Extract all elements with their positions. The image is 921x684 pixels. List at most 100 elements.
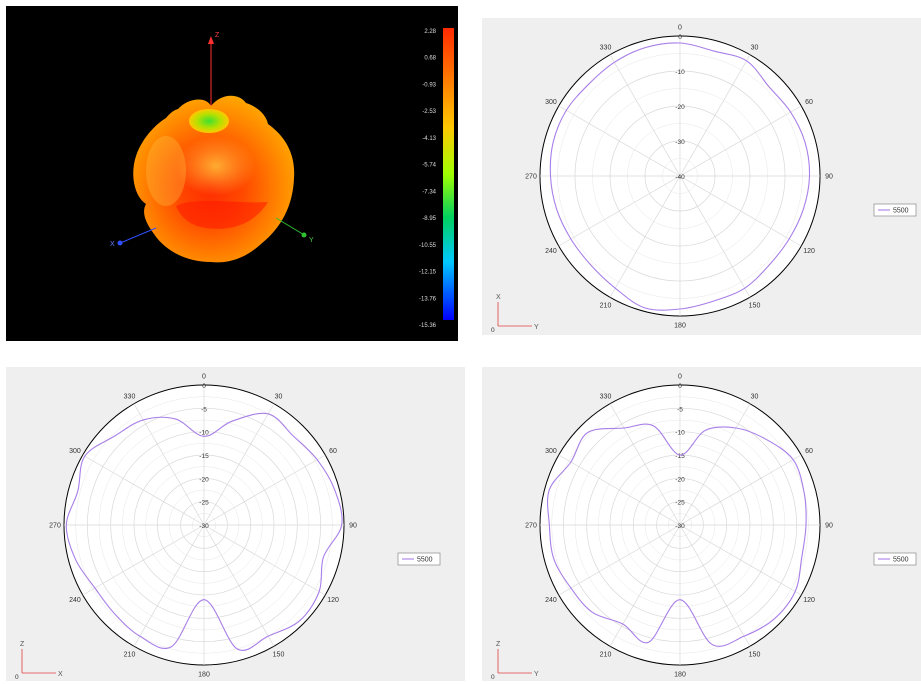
polar-angle-label: 210 xyxy=(600,303,612,310)
polar-radial-tick-label: -15 xyxy=(675,453,685,460)
polar-angle-label: 90 xyxy=(349,523,357,530)
colorbar-tick-label: -2.53 xyxy=(422,109,436,115)
polar-radial-tick-label: -5 xyxy=(677,406,683,413)
polar-radial-tick-label: -30 xyxy=(675,523,685,530)
legend-label: 5500 xyxy=(417,557,433,564)
polar-chart-zy: 0 30 60 90 120 150 180 210 240 270 300 330 0 -5 -10 -15… xyxy=(491,374,917,681)
polar-grid-spoke xyxy=(203,403,275,526)
polar-grid-spoke xyxy=(82,524,205,596)
polar-angle-label: 240 xyxy=(545,597,557,604)
3d-pattern-panel: Z X Y 2.28 0.68 -0.93 -2.53 -4.13 -5.74 -7.34 -… xyxy=(6,6,458,341)
colorbar xyxy=(443,28,454,320)
3d-blob-highlight xyxy=(176,136,256,196)
polar-angle-label: 180 xyxy=(198,672,210,679)
polar-angle-label: 120 xyxy=(803,597,815,604)
legend-box xyxy=(873,203,917,217)
axis-indicator: Z Y 0 xyxy=(491,641,539,681)
legend-label: 5500 xyxy=(893,557,909,564)
colorbar-tick-label: -10.55 xyxy=(419,243,437,249)
polar-radial-tick-label: -10 xyxy=(675,69,685,76)
colorbar-tick-label: -8.95 xyxy=(422,216,436,222)
polar-grid-spoke xyxy=(203,454,326,526)
polar-grid-spoke xyxy=(679,524,751,647)
axis-indicator: Z X 0 xyxy=(15,641,63,681)
polar-chart-panel-zx: 0 30 60 90 120 150 180 210 240 270 300 330 0 -5 -10 -15… xyxy=(6,367,465,681)
3d-blob-top-lobe xyxy=(189,109,229,133)
polar-radial-tick-label: 0 xyxy=(678,34,682,41)
polar-angle-label: 270 xyxy=(525,523,537,530)
polar-grid-spoke xyxy=(679,403,751,526)
polar-series-line xyxy=(546,423,807,647)
polar-chart-xy: 0 30 60 90 120 150 180 210 240 270 300 330 0 -10 -20 -3… xyxy=(491,25,917,334)
polar-grid-spoke xyxy=(558,175,681,247)
polar-angle-label: 0 xyxy=(678,25,682,32)
legend-box xyxy=(397,552,441,566)
polar-angle-label: 60 xyxy=(805,99,813,106)
polar-angle-label: 30 xyxy=(751,44,759,51)
polar-angle-label: 210 xyxy=(124,652,136,659)
polar-grid-spoke xyxy=(609,524,681,647)
polar-angle-label: 120 xyxy=(803,248,815,255)
polar-angle-label: 210 xyxy=(600,652,612,659)
polar-grid-spoke xyxy=(609,54,681,177)
axis-indicator-origin-label: 0 xyxy=(15,674,19,681)
axis-indicator-origin-label: 0 xyxy=(491,674,495,681)
legend: 5500 xyxy=(873,552,917,566)
polar-grid-spoke xyxy=(679,524,802,596)
polar-grid-spoke xyxy=(609,403,681,526)
polar-angle-label: 30 xyxy=(275,393,283,400)
colorbar-tick-label: -5.74 xyxy=(422,163,436,169)
polar-angle-label: 180 xyxy=(674,672,686,679)
3d-blob-side-highlight xyxy=(146,136,186,206)
polar-angle-label: 300 xyxy=(545,448,557,455)
polar-grid-spoke xyxy=(679,54,751,177)
z-axis-arrow xyxy=(208,36,214,44)
polar-chart-zx: 0 30 60 90 120 150 180 210 240 270 300 330 0 -5 -10 -15… xyxy=(15,374,441,681)
axis-indicator-origin-label: 0 xyxy=(491,327,495,334)
legend: 5500 xyxy=(397,552,441,566)
polar-grid-spoke xyxy=(679,175,802,247)
polar-radial-tick-label: -25 xyxy=(199,500,209,507)
colorbar-tick-label: 2.28 xyxy=(424,29,436,35)
polar-grid-spoke xyxy=(82,454,205,526)
polar-angle-label: 300 xyxy=(545,99,557,106)
colorbar-tick-label: -7.34 xyxy=(422,189,436,195)
y-axis-label: Y xyxy=(309,237,314,244)
polar-grid-spoke xyxy=(133,403,205,526)
polar-angle-label: 330 xyxy=(124,393,136,400)
colorbar-tick-label: -15.36 xyxy=(419,323,437,329)
polar-angle-label: 270 xyxy=(525,174,537,181)
polar-radial-tick-label: -20 xyxy=(199,476,209,483)
polar-angle-label: 0 xyxy=(202,374,206,381)
polar-radial-tick-label: -10 xyxy=(199,430,209,437)
polar-series-line xyxy=(549,42,811,311)
polar-grid-spoke xyxy=(133,524,205,647)
x-axis-line xyxy=(117,227,157,245)
polar-chart-panel-xy: 0 30 60 90 120 150 180 210 240 270 300 330 0 -10 -20 -3… xyxy=(482,18,921,335)
polar-radial-tick-label: 0 xyxy=(678,383,682,390)
polar-radial-tick-label: -25 xyxy=(675,500,685,507)
polar-angle-label: 180 xyxy=(674,323,686,330)
polar-angle-label: 60 xyxy=(329,448,337,455)
polar-grid-spoke xyxy=(203,524,326,596)
polar-radial-tick-label: -30 xyxy=(675,139,685,146)
polar-radial-tick-label: -30 xyxy=(199,523,209,530)
colorbar-tick-label: -13.76 xyxy=(419,296,437,302)
polar-angle-label: 300 xyxy=(69,448,81,455)
polar-grid-spoke xyxy=(679,454,802,526)
axis-indicator-horizontal-label: X xyxy=(58,671,63,678)
polar-grid-spoke xyxy=(203,524,275,647)
polar-radial-tick-label: -10 xyxy=(675,430,685,437)
polar-grid-spoke xyxy=(558,105,681,177)
y-axis-arrow xyxy=(301,232,307,238)
polar-radial-tick-label: -5 xyxy=(201,406,207,413)
polar-radial-tick-label: -40 xyxy=(675,174,685,181)
colorbar-tick-label: -0.93 xyxy=(422,82,436,88)
polar-angle-label: 120 xyxy=(327,597,339,604)
axis-indicator-vertical-label: Z xyxy=(496,641,501,648)
z-axis-label: Z xyxy=(215,32,220,39)
legend: 5500 xyxy=(873,203,917,217)
polar-series-line xyxy=(65,412,343,651)
axis-indicator-horizontal-label: Y xyxy=(534,671,539,678)
polar-grid-spoke xyxy=(609,175,681,298)
